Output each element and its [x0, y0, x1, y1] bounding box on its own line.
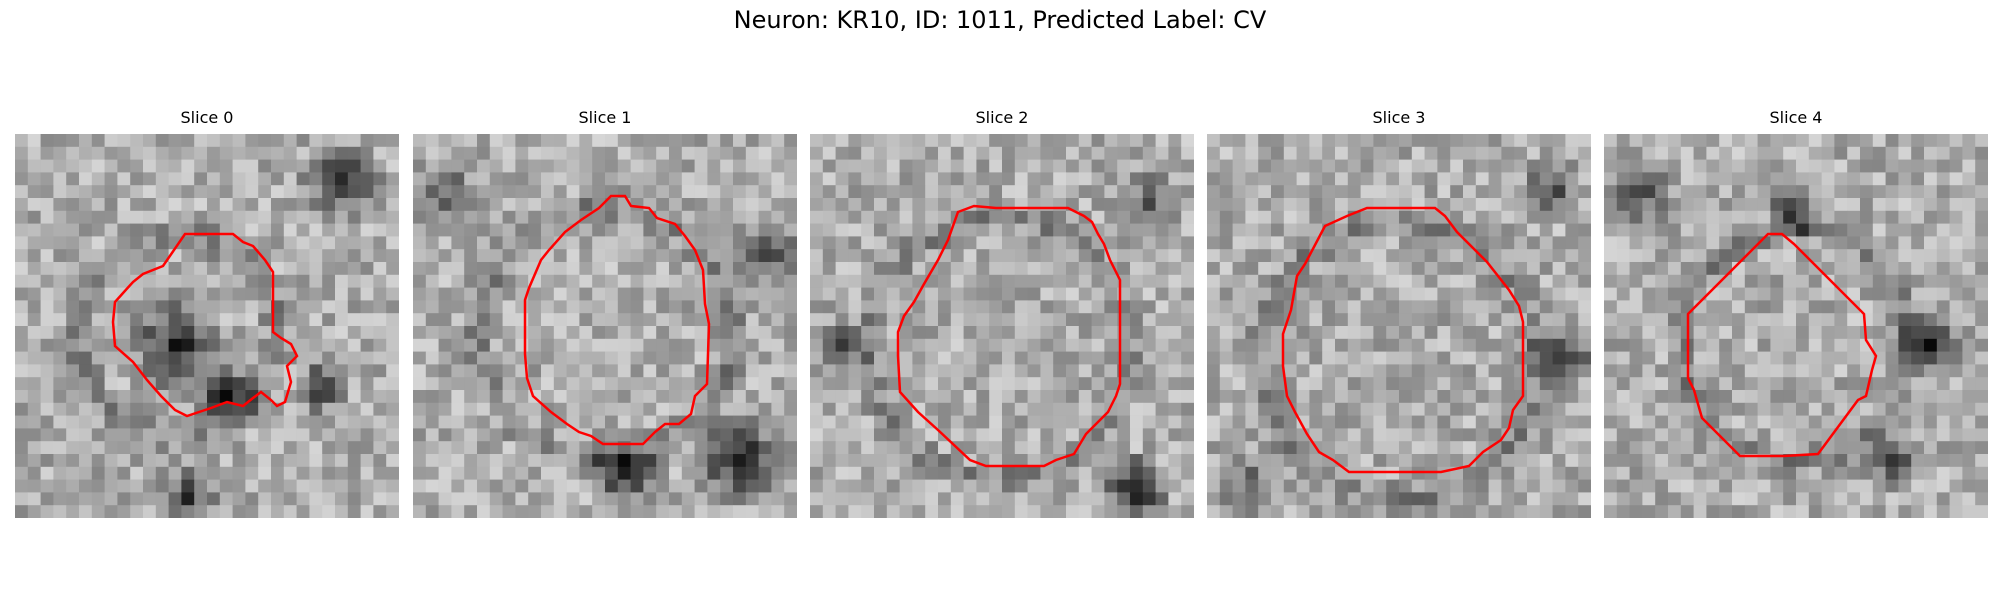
grayscale-pixels-1	[413, 134, 797, 518]
slice-image-4	[1604, 134, 1988, 518]
segmentation-contour-3	[1281, 206, 1525, 474]
grayscale-pixels-3	[1207, 134, 1591, 518]
grayscale-pixels-0	[15, 134, 399, 518]
segmentation-contour-4	[1686, 232, 1878, 458]
segmentation-contour-0	[111, 232, 299, 418]
slice-title-2: Slice 2	[975, 108, 1029, 127]
slice-title-1: Slice 1	[578, 108, 632, 127]
slice-image-1	[413, 134, 797, 518]
segmentation-contour-1	[523, 194, 711, 446]
slice-image-3	[1207, 134, 1591, 518]
slice-image-2	[810, 134, 1194, 518]
figure-title: Neuron: KR10, ID: 1011, Predicted Label:…	[733, 6, 1267, 34]
slice-title-0: Slice 0	[180, 108, 234, 127]
grayscale-pixels-2	[810, 134, 1194, 518]
slice-image-0	[15, 134, 399, 518]
slice-title-4: Slice 4	[1769, 108, 1823, 127]
segmentation-contour-2	[896, 204, 1122, 468]
grayscale-pixels-4	[1604, 134, 1988, 518]
slice-title-3: Slice 3	[1372, 108, 1426, 127]
